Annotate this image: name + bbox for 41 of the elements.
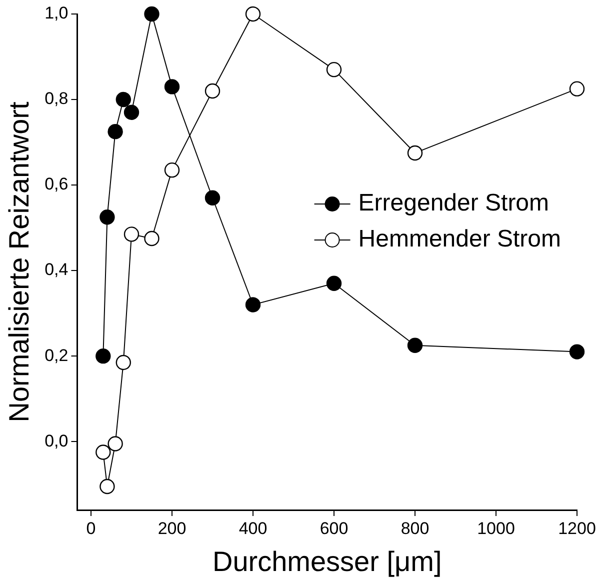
point <box>407 338 423 353</box>
x-axis-title: Durchmesser [μm] <box>212 546 442 577</box>
y-tick-label: 1,0 <box>44 4 68 23</box>
point <box>326 62 342 78</box>
point <box>326 276 342 291</box>
legend-label: Erregender Strom <box>358 190 550 217</box>
x-tick-label: 800 <box>400 518 430 538</box>
x-tick-label: 1200 <box>558 518 596 538</box>
point <box>96 444 111 460</box>
point <box>144 6 160 22</box>
point <box>569 81 585 96</box>
point <box>116 354 131 370</box>
point <box>108 124 123 140</box>
y-tick-label: 0,0 <box>44 431 68 450</box>
point <box>569 344 585 360</box>
point <box>204 83 220 99</box>
legend-label: Hemmender Strom <box>358 226 562 253</box>
point <box>100 478 115 494</box>
point <box>100 210 115 225</box>
point <box>407 145 423 161</box>
point <box>204 190 220 206</box>
y-tick-label: 0,4 <box>44 260 68 280</box>
point <box>116 92 131 108</box>
y-axis-title: Normalisierte Reizantwort <box>4 102 35 422</box>
y-tick-label: 0,8 <box>44 89 68 108</box>
point <box>108 436 123 452</box>
point <box>164 79 180 94</box>
point <box>245 6 261 22</box>
point <box>144 230 160 246</box>
x-tick-label: 400 <box>238 518 268 538</box>
point <box>124 226 140 242</box>
point <box>96 348 111 364</box>
x-tick-label: 600 <box>320 518 348 538</box>
point <box>124 104 140 120</box>
x-tick-label: 0 <box>86 518 96 538</box>
point <box>245 297 261 312</box>
x-tick-label: 200 <box>158 518 186 538</box>
point <box>164 162 180 178</box>
y-tick-label: 0,6 <box>44 174 68 194</box>
x-tick-label: 1000 <box>477 518 515 538</box>
y-tick-label: 0,2 <box>44 346 68 365</box>
